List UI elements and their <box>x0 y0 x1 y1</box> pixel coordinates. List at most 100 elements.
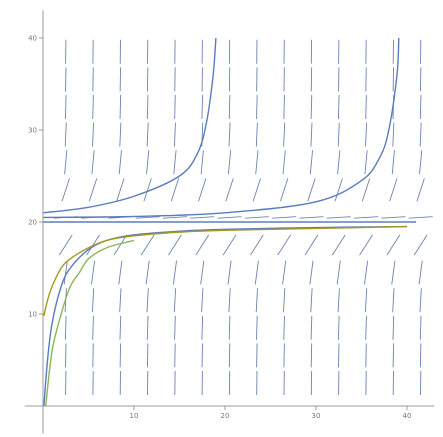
slope-segment <box>419 122 422 147</box>
slope-segment <box>282 260 287 285</box>
slope-segment <box>283 288 286 313</box>
slope-segment <box>91 150 95 175</box>
slope-segment <box>391 150 395 175</box>
solution-curve-2 <box>42 37 400 219</box>
solution-curve-6 <box>45 239 135 407</box>
y-tick-label: 40 <box>28 35 37 43</box>
slope-segment <box>283 122 286 147</box>
x-axis-ticks: 10 20 30 40 <box>130 406 412 420</box>
slope-segment <box>227 260 232 285</box>
slope-segment <box>201 315 204 340</box>
slope-segment <box>228 122 231 147</box>
slope-segment <box>419 315 422 340</box>
slope-segment <box>408 216 433 219</box>
slope-segment <box>299 216 324 219</box>
slope-segment <box>337 150 341 175</box>
slope-segment <box>419 150 423 175</box>
slope-field <box>53 39 433 396</box>
slope-segment <box>252 178 262 202</box>
slope-segment <box>337 288 340 313</box>
slope-segment <box>255 288 258 313</box>
slope-segment <box>283 315 285 340</box>
slope-segment <box>227 150 232 175</box>
slope-segment <box>309 150 314 175</box>
slope-segment <box>119 315 122 340</box>
y-axis-ticks: 10 20 30 40 <box>28 35 43 319</box>
x-tick-label: 20 <box>221 412 230 420</box>
slope-segment <box>200 260 205 285</box>
slope-segment <box>392 288 395 313</box>
slope-segment <box>116 178 125 202</box>
slope-segment <box>337 122 340 147</box>
x-tick-label: 30 <box>312 412 321 420</box>
slope-segment <box>309 260 314 285</box>
slope-segment <box>418 260 423 285</box>
slope-segment <box>310 94 313 120</box>
slope-segment <box>364 260 369 285</box>
slope-segment <box>279 178 289 202</box>
slope-segment <box>146 288 149 313</box>
slope-segment <box>228 94 231 120</box>
slope-segment <box>198 178 207 202</box>
slope-segment <box>64 315 67 340</box>
slope-segment <box>282 150 286 175</box>
slope-segment <box>168 234 182 256</box>
slope-segment <box>64 122 67 147</box>
slope-segment <box>413 234 428 256</box>
y-tick-label: 10 <box>28 311 37 319</box>
slope-segment <box>283 94 285 120</box>
slope-segment <box>92 94 94 120</box>
slope-segment <box>173 122 176 147</box>
solution-curve-5 <box>43 225 408 316</box>
slope-segment <box>326 216 351 219</box>
solution-curve-1 <box>42 37 217 214</box>
slope-segment <box>201 288 204 313</box>
slope-segment <box>63 260 68 285</box>
slope-segment <box>277 234 291 256</box>
slope-segment <box>419 94 422 120</box>
slope-segment <box>365 94 367 120</box>
slope-segment <box>172 260 177 285</box>
slope-segment <box>365 315 367 340</box>
slope-segment <box>272 216 297 219</box>
slope-segment <box>190 216 215 219</box>
slope-segment <box>200 150 204 175</box>
slope-segment <box>91 260 96 285</box>
slope-segment <box>389 178 398 202</box>
slope-segment <box>361 178 371 202</box>
slope-segment <box>364 288 368 313</box>
slope-segment <box>119 94 122 120</box>
slope-segment <box>307 178 316 202</box>
slope-segment <box>337 315 340 340</box>
slope-segment <box>64 94 67 120</box>
y-tick-label: 30 <box>28 127 37 135</box>
slope-segment <box>256 315 258 340</box>
slope-segment <box>255 122 258 147</box>
slope-segment <box>174 94 176 120</box>
x-tick-label: 40 <box>403 412 412 420</box>
slope-segment <box>334 178 343 202</box>
slope-segment <box>58 234 73 256</box>
slope-segment <box>256 94 258 120</box>
slope-segment <box>419 288 422 313</box>
slope-segment <box>162 216 187 219</box>
slope-segment <box>146 150 150 175</box>
slope-segment <box>244 216 269 219</box>
slope-segment <box>304 234 319 256</box>
slope-segment <box>135 216 160 219</box>
slope-segment <box>359 234 373 256</box>
slope-segment <box>310 122 313 147</box>
slope-segment <box>228 288 231 313</box>
slope-segment <box>228 315 231 340</box>
slope-segment <box>392 315 395 340</box>
slope-segment <box>64 150 68 175</box>
slope-segment <box>310 288 313 313</box>
slope-segment <box>119 122 122 147</box>
slope-segment <box>118 260 123 285</box>
slope-segment <box>386 234 401 256</box>
slope-segment <box>119 288 122 313</box>
slope-segment <box>92 315 94 340</box>
slope-segment <box>146 122 149 147</box>
slope-segment <box>381 216 406 219</box>
